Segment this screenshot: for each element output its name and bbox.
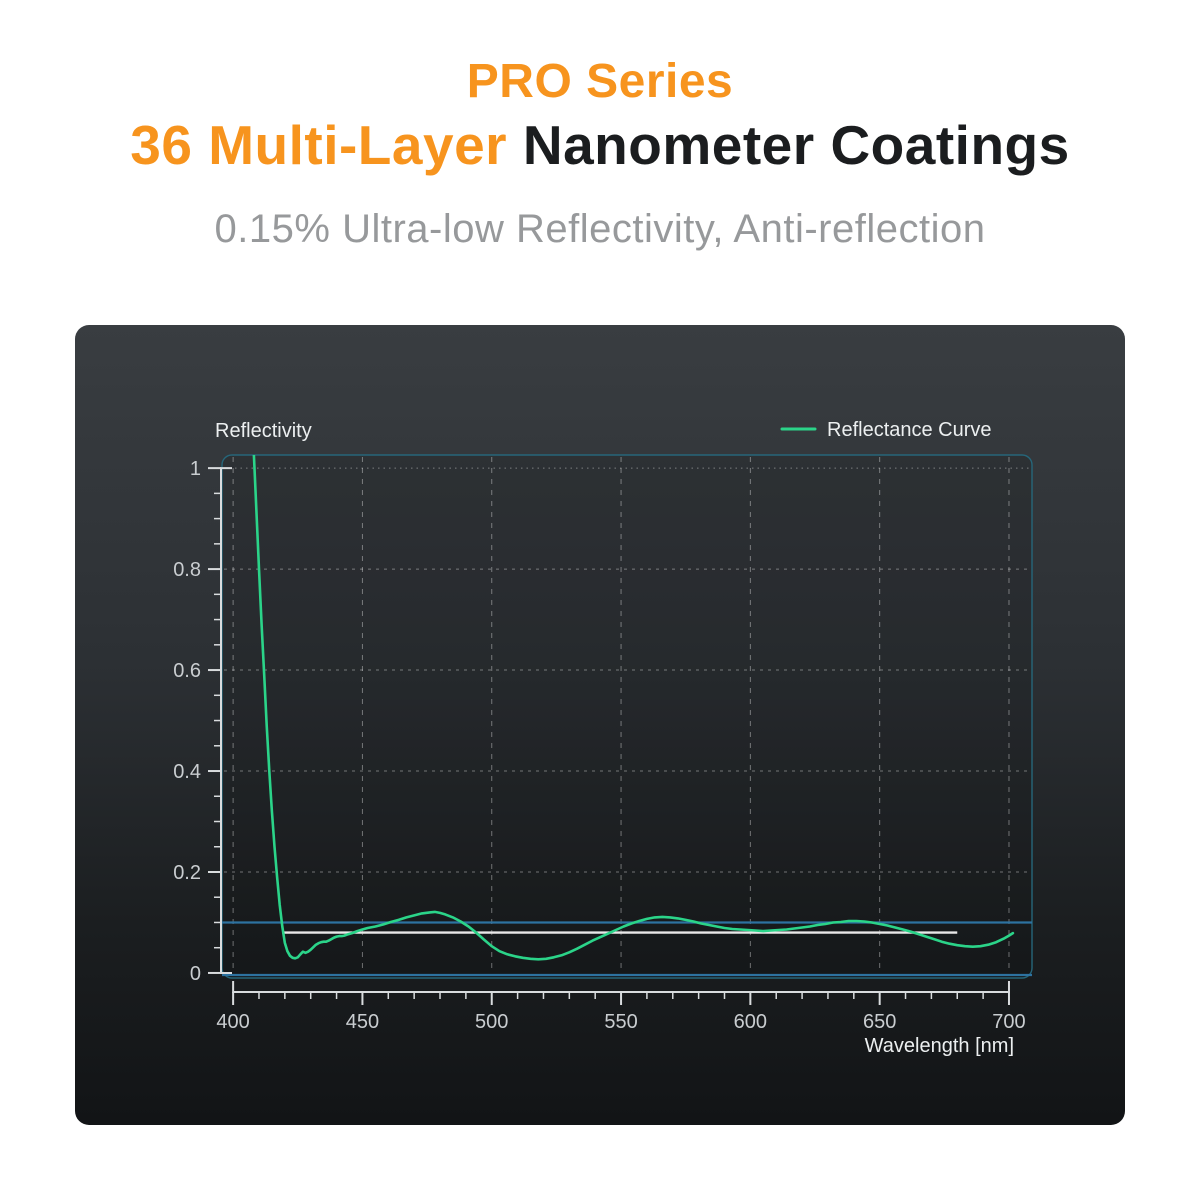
legend: Reflectance Curve bbox=[780, 419, 992, 441]
x-tick-label-450: 450 bbox=[346, 1011, 379, 1033]
x-tick-label-500: 500 bbox=[475, 1011, 508, 1033]
gridlines bbox=[224, 457, 1030, 976]
x-tick-label-550: 550 bbox=[604, 1011, 637, 1033]
header: PRO Series 36 Multi-Layer Nanometer Coat… bbox=[0, 55, 1200, 252]
x-tick-label-400: 400 bbox=[216, 1011, 249, 1033]
chart-plot-area: 0 0.2 0.4 0.6 0.8 1 400 450 500 550 600 650 700 bbox=[173, 454, 1033, 1033]
page-subtitle: 0.15% Ultra-low Reflectivity, Anti-refle… bbox=[214, 207, 986, 252]
y-tick-label-1: 1 bbox=[190, 458, 201, 480]
x-tick-label-650: 650 bbox=[863, 1011, 896, 1033]
x-axis-title: Wavelength [nm] bbox=[865, 1035, 1014, 1057]
y-tick-label-0.2: 0.2 bbox=[173, 862, 201, 884]
legend-label: Reflectance Curve bbox=[827, 419, 992, 441]
x-tick-label-700: 700 bbox=[992, 1011, 1025, 1033]
page-title-line1: PRO Series bbox=[466, 55, 734, 108]
reflectance-curve bbox=[252, 455, 1015, 961]
page-title-rest: Nanometer Coatings bbox=[507, 113, 1070, 176]
axis-ticks bbox=[208, 467, 1010, 1005]
y-tick-label-0.8: 0.8 bbox=[173, 559, 201, 581]
tick-labels: 0 0.2 0.4 0.6 0.8 1 400 450 500 550 600 650 700 bbox=[173, 458, 1025, 1033]
reflectance-chart: 0 0.2 0.4 0.6 0.8 1 400 450 500 550 600 650 700 Refl… bbox=[173, 419, 1033, 1057]
chart-card: 0 0.2 0.4 0.6 0.8 1 400 450 500 550 600 650 700 Refl… bbox=[75, 325, 1125, 1125]
page-title-highlight: 36 Multi-Layer bbox=[130, 113, 508, 176]
reference-lines bbox=[222, 921, 1032, 977]
y-tick-label-0.4: 0.4 bbox=[173, 761, 201, 783]
y-tick-label-0.6: 0.6 bbox=[173, 660, 201, 682]
x-tick-label-600: 600 bbox=[734, 1011, 767, 1033]
y-axis-title: Reflectivity bbox=[215, 420, 312, 442]
plot-frame bbox=[221, 454, 1033, 979]
page-title-line2: 36 Multi-Layer Nanometer Coatings bbox=[0, 115, 1200, 176]
y-tick-label-0: 0 bbox=[190, 963, 201, 985]
x-axis-line bbox=[232, 981, 1010, 993]
